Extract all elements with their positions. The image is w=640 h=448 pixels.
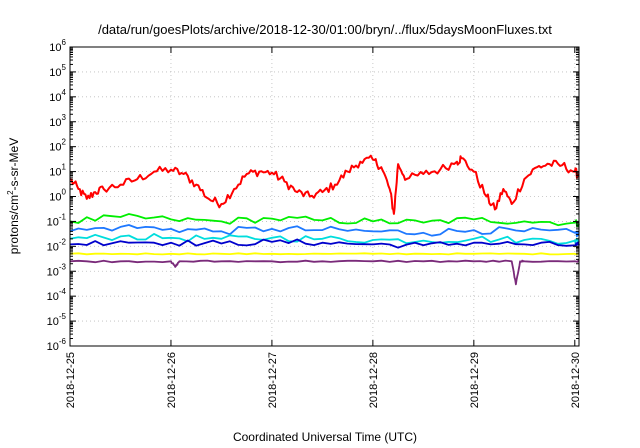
- grid: [70, 47, 579, 346]
- ticks: [69, 46, 579, 347]
- y-tick-label: 104: [49, 88, 66, 104]
- y-tick-label: 10-1: [47, 212, 67, 228]
- x-tick-label: 2018-12-29: [469, 352, 481, 408]
- series-line-6: [69, 259, 580, 286]
- series-line-5: [69, 252, 580, 256]
- x-tick-label: 2018-12-27: [267, 352, 279, 408]
- series-line-4: [69, 238, 580, 249]
- series-layer: [69, 154, 580, 286]
- x-tick-label: 2018-12-25: [65, 352, 77, 408]
- y-tick-label: 106: [49, 38, 66, 54]
- x-axis-label: Coordinated Universal Time (UTC): [233, 430, 417, 444]
- series-line-1: [69, 213, 580, 228]
- y-tick-label: 10-3: [47, 262, 67, 278]
- chart-title: /data/run/goesPlots/archive/2018-12-30/0…: [98, 22, 552, 37]
- y-tick-label: 103: [49, 113, 66, 129]
- series-line-0: [69, 154, 580, 215]
- x-tick-labels: 2018-12-25 2018-12-26 2018-12-27 2018-12-28…: [65, 352, 582, 408]
- y-tick-label: 10-5: [47, 312, 67, 328]
- x-tick-label: 2018-12-26: [166, 352, 178, 408]
- series-line-3: [69, 232, 580, 245]
- y-tick-label: 102: [49, 138, 66, 154]
- y-tick-labels: 10-6 10-5 10-4 10-3 10-2 10-1 100 101 102 103 104 1…: [47, 38, 67, 353]
- x-tick-label: 2018-12-28: [368, 352, 380, 408]
- y-tick-label: 10-2: [47, 237, 67, 253]
- y-tick-label: 100: [49, 188, 66, 204]
- x-tick-label: 2018-12-30: [570, 352, 582, 408]
- series-line-2: [69, 224, 580, 238]
- y-tick-label: 10-6: [47, 337, 67, 353]
- y-tick-label: 10-4: [47, 287, 67, 303]
- y-tick-label: 105: [49, 63, 66, 79]
- y-axis-label: protons/cm2-s-sr-MeV: [6, 138, 21, 254]
- y-tick-label: 101: [49, 163, 66, 179]
